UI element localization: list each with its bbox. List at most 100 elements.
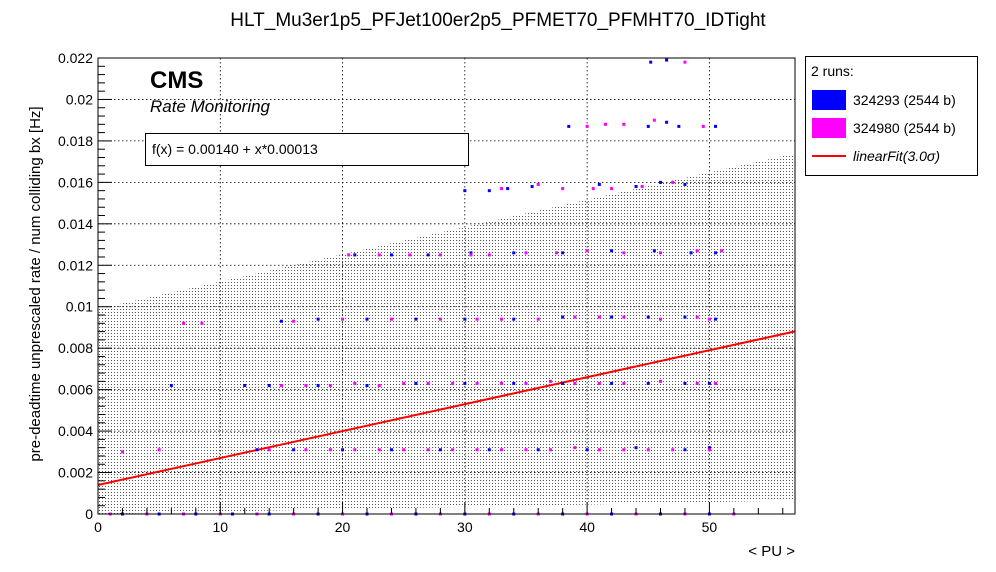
data-point-series-0 (512, 381, 516, 385)
data-point-series-1 (714, 381, 718, 385)
data-point-series-0 (255, 448, 259, 452)
y-tick-label: 0.006 (58, 382, 93, 398)
data-point-series-1 (622, 315, 626, 319)
data-point-series-0 (389, 253, 393, 257)
x-tick-label: 0 (94, 519, 102, 535)
data-point-series-1 (500, 381, 504, 385)
data-point-series-1 (341, 317, 345, 321)
y-axis-label: pre-deadtime unprescaled rate / num coll… (27, 106, 44, 461)
y-tick-label: 0.02 (66, 91, 93, 107)
data-point-series-0 (585, 448, 589, 452)
data-point-series-1 (548, 448, 552, 452)
data-point-series-1 (622, 381, 626, 385)
x-tick-label: 20 (335, 519, 351, 535)
data-point-series-1 (279, 383, 283, 387)
data-point-series-0 (463, 317, 467, 321)
data-point-series-0 (714, 124, 718, 128)
data-point-series-1 (267, 448, 271, 452)
data-point-series-1 (402, 448, 406, 452)
data-point-series-0 (597, 182, 601, 186)
data-point-series-1 (347, 253, 351, 257)
data-point-series-0 (646, 315, 650, 319)
data-point-series-0 (714, 317, 718, 321)
data-point-series-0 (677, 124, 681, 128)
y-tick-label: 0.016 (58, 174, 93, 190)
data-point-series-1 (438, 317, 442, 321)
data-point-series-0 (506, 187, 510, 191)
data-point-series-0 (243, 383, 247, 387)
data-point-series-0 (463, 189, 467, 193)
data-point-series-1 (524, 448, 528, 452)
data-point-series-0 (683, 381, 687, 385)
data-point-series-0 (652, 249, 656, 253)
x-tick-label: 50 (702, 519, 718, 535)
data-point-series-0 (512, 251, 516, 255)
data-point-series-1 (695, 381, 699, 385)
data-point-series-0 (649, 60, 653, 64)
data-point-series-1 (658, 251, 662, 255)
data-point-series-1 (389, 317, 393, 321)
data-point-series-1 (622, 122, 626, 126)
y-tick-label: 0.008 (58, 340, 93, 356)
plot-frame (97, 57, 796, 515)
data-point-series-1 (652, 118, 656, 122)
data-point-series-1 (640, 185, 644, 189)
data-point-series-1 (182, 321, 186, 325)
y-tick-label: 0.018 (58, 133, 93, 149)
data-point-series-0 (567, 124, 571, 128)
data-point-series-1 (610, 187, 614, 191)
data-point-series-1 (695, 249, 699, 253)
x-tick-label: 40 (579, 519, 595, 535)
data-point-series-0 (414, 317, 418, 321)
data-point-series-1 (597, 448, 601, 452)
data-point-series-1 (524, 381, 528, 385)
data-point-series-1 (585, 249, 589, 253)
data-point-series-0 (665, 58, 669, 62)
data-point-series-0 (561, 315, 565, 319)
fit-function-box: f(x) = 0.00140 + x*0.00013 (145, 133, 469, 166)
data-point-series-1 (671, 448, 675, 452)
data-point-series-1 (597, 381, 601, 385)
data-point-series-1 (597, 315, 601, 319)
data-point-series-1 (353, 381, 357, 385)
data-point-series-1 (658, 379, 662, 383)
data-point-series-1 (402, 381, 406, 385)
legend-swatch-blue (812, 90, 846, 110)
y-tick-label: 0.004 (58, 423, 93, 439)
legend-label: linearFit(3.0σ) (853, 148, 941, 164)
data-point-series-1 (646, 448, 650, 452)
data-point-series-0 (683, 315, 687, 319)
data-point-series-1 (438, 253, 442, 257)
data-point-series-0 (707, 446, 711, 450)
y-tick-label: 0.01 (66, 299, 93, 315)
data-point-series-1 (707, 317, 711, 321)
axes: 0 10 20 30 40 50 0 0.002 0.004 0.006 0.008 0.01 0.01… (58, 50, 796, 535)
cms-label: CMS (150, 67, 204, 94)
data-point-series-0 (689, 251, 693, 255)
data-point-series-1 (377, 253, 381, 257)
data-point-series-1 (555, 251, 559, 255)
data-point-series-1 (573, 381, 577, 385)
data-point-series-1 (500, 448, 504, 452)
data-point-series-1 (622, 251, 626, 255)
data-point-series-1 (328, 383, 332, 387)
data-point-series-0 (316, 383, 320, 387)
data-point-series-0 (561, 381, 565, 385)
data-point-series-1 (475, 381, 479, 385)
data-point-series-0 (561, 251, 565, 255)
data-point-series-0 (646, 381, 650, 385)
data-point-series-1 (720, 249, 724, 253)
data-point-series-1 (536, 317, 540, 321)
data-point-series-1 (658, 317, 662, 321)
data-point-series-1 (120, 450, 124, 454)
data-point-series-0 (665, 120, 669, 124)
data-point-series-0 (463, 381, 467, 385)
rate-monitoring-label: Rate Monitoring (150, 97, 271, 116)
data-point-series-1 (603, 122, 607, 126)
data-point-series-1 (304, 383, 308, 387)
data-point-series-1 (292, 319, 296, 323)
data-point-series-0 (714, 251, 718, 255)
legend-header: 2 runs: (811, 63, 854, 79)
data-point-series-0 (426, 253, 430, 257)
